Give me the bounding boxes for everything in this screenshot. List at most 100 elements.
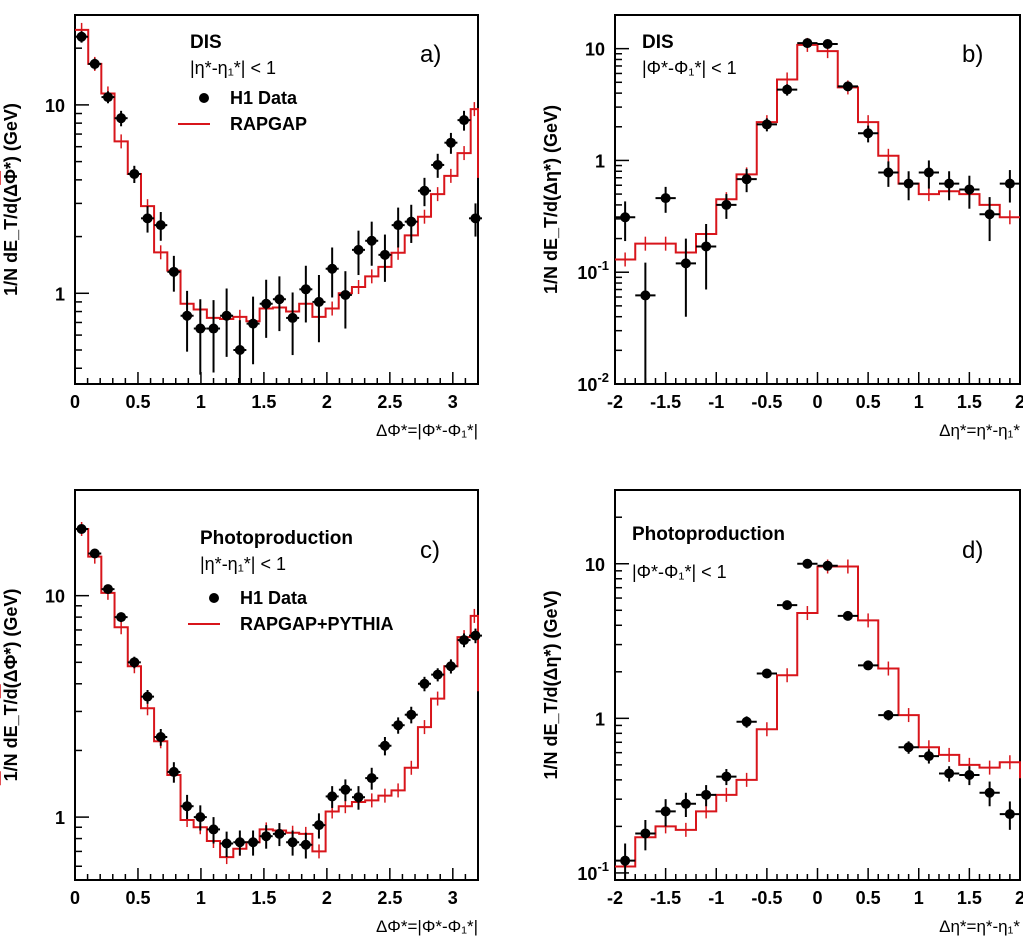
y-tick-label: 1 [595,151,605,171]
x-tick-label: -2 [607,888,623,908]
data-point [680,798,691,809]
data-point [142,691,153,702]
x-tick-label: 0.5 [856,888,881,908]
y-tick-label: 10-2 [577,370,609,395]
selection-cut: |Φ*-Φ₁*| < 1 [632,562,727,582]
data-point [1004,809,1015,820]
x-axis-label: ΔΦ*=|Φ*-Φ₁*| [376,917,478,936]
y-tick-label: 10-1 [577,258,609,283]
data-point [76,523,87,534]
panel-title: DIS [642,32,674,53]
data-point [741,716,752,727]
data-point [923,167,934,178]
mc-histogram-line [75,28,479,323]
data-point [89,548,100,559]
y-axis-label: 1/N dE_T/d(ΔΦ*) (GeV) [1,589,21,782]
x-tick-label: 0.5 [125,392,150,412]
data-point [432,159,443,170]
y-axis-label: 1/N dE_T/d(Δη*) (GeV) [541,591,561,780]
panel-label: c) [420,537,440,564]
y-tick-label: 10 [585,555,605,575]
data-point [274,294,285,305]
data-point [445,661,456,672]
data-point [353,792,364,803]
x-tick-label: 3 [448,392,458,412]
x-tick-label: 0 [70,888,80,908]
data-point [102,92,113,103]
data-point [195,323,206,334]
data-point [155,220,166,231]
data-point [470,630,481,641]
data-point [287,312,298,323]
data-point [944,768,955,779]
x-tick-label: -1.5 [650,392,681,412]
data-point [142,213,153,224]
data-point [701,789,712,800]
y-tick-label: 1 [55,808,65,828]
data-point [168,766,179,777]
panel-label: a) [420,41,441,68]
x-tick-label: -0.5 [751,888,782,908]
data-point [406,216,417,227]
data-point [660,193,671,204]
x-tick-label: 2.5 [377,888,402,908]
data-point [406,709,417,720]
mc-histogram-line [615,565,1021,868]
x-tick-label: -2 [607,392,623,412]
panel-label: b) [962,41,983,68]
x-axis-label: Δη*=η*-η₁* [939,421,1020,440]
data-point [221,838,232,849]
data-point [234,837,245,848]
x-tick-label: 2 [1015,392,1023,412]
data-point [379,249,390,260]
data-point [208,824,219,835]
data-point [923,751,934,762]
x-tick-label: 1 [914,392,924,412]
data-point [640,828,651,839]
data-point [168,266,179,277]
x-axis-label: ΔΦ*=|Φ*-Φ₁*| [376,421,478,440]
data-point [76,31,87,42]
data-point [903,742,914,753]
data-point [964,184,975,195]
data-point [863,128,874,139]
y-tick-label: 1 [595,709,605,729]
data-point [459,635,470,646]
y-axis-label: 1/N dE_T/d(Δη*) (GeV) [541,105,561,294]
data-point [741,174,752,185]
data-point [248,837,259,848]
data-point [340,289,351,300]
panel-a: 0 0.5 1 1.5 2 2.5 3 1 10 ΔΦ*=|Φ*-Φ₁*| 1/N dE_T/d(Δ… [0,14,482,440]
data-point [620,855,631,866]
data-point [680,258,691,269]
x-tick-label: 2 [1015,888,1023,908]
legend-label-mc: RAPGAP [230,114,307,134]
panel-c: 0 0.5 1 1.5 2 2.5 3 1 10 ΔΦ*=|Φ*-Φ₁*| 1/N dE_T/d(Δ… [0,489,482,936]
data-point [782,600,793,611]
x-tick-label: 1.5 [957,888,982,908]
panel-title: Photoproduction [632,524,785,545]
x-tick-label: 1 [914,888,924,908]
data-point [116,612,127,623]
plot-frame [74,14,479,385]
data-point [89,58,100,69]
data-point [327,263,338,274]
data-point [802,38,813,49]
data-point [195,812,206,823]
legend-label-data: H1 Data [230,88,298,108]
x-tick-label: 0 [70,392,80,412]
x-tick-label: 0.5 [856,392,881,412]
x-tick-label: 0 [812,888,822,908]
x-tick-label: -1.5 [650,888,681,908]
data-point [129,657,140,668]
data-point [234,345,245,356]
data-point [660,806,671,817]
x-tick-label: 1 [196,888,206,908]
x-tick-label: 2 [322,888,332,908]
data-point [287,837,298,848]
y-tick-label: 10 [45,587,65,607]
data-point [944,178,955,189]
data-point [221,310,232,321]
data-point [155,732,166,743]
